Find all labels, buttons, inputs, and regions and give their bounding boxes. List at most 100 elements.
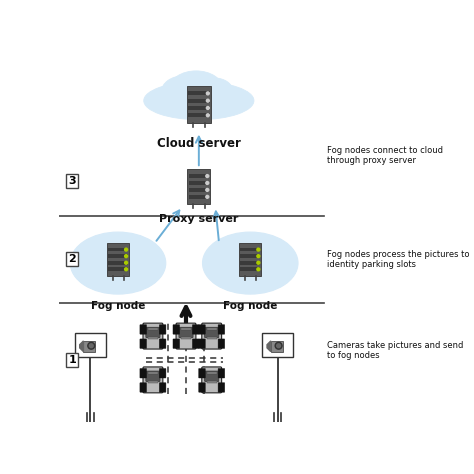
FancyBboxPatch shape [262, 333, 293, 357]
Circle shape [206, 189, 209, 191]
FancyBboxPatch shape [189, 195, 209, 199]
FancyBboxPatch shape [173, 339, 180, 348]
Ellipse shape [161, 76, 205, 108]
Circle shape [257, 248, 260, 251]
Circle shape [206, 195, 209, 198]
FancyBboxPatch shape [188, 113, 210, 118]
FancyBboxPatch shape [108, 267, 128, 271]
FancyBboxPatch shape [140, 339, 146, 348]
FancyBboxPatch shape [189, 188, 209, 192]
FancyBboxPatch shape [108, 255, 128, 258]
Circle shape [206, 114, 210, 117]
Text: Fog nodes connect to cloud
through proxy server: Fog nodes connect to cloud through proxy… [328, 146, 443, 165]
FancyBboxPatch shape [202, 323, 222, 349]
Circle shape [125, 268, 128, 271]
FancyBboxPatch shape [192, 325, 199, 334]
FancyBboxPatch shape [181, 337, 191, 339]
Circle shape [206, 99, 210, 102]
Circle shape [206, 92, 210, 95]
Circle shape [277, 344, 281, 347]
FancyBboxPatch shape [143, 367, 163, 393]
Ellipse shape [204, 87, 235, 111]
Circle shape [125, 248, 128, 251]
Polygon shape [80, 341, 83, 352]
FancyBboxPatch shape [108, 248, 128, 251]
FancyBboxPatch shape [187, 86, 211, 123]
Text: 2: 2 [68, 255, 76, 264]
FancyBboxPatch shape [159, 383, 166, 392]
Polygon shape [267, 341, 271, 352]
FancyBboxPatch shape [83, 341, 95, 352]
FancyBboxPatch shape [218, 339, 225, 348]
FancyBboxPatch shape [218, 383, 225, 392]
FancyBboxPatch shape [140, 368, 146, 378]
Ellipse shape [70, 232, 166, 294]
Text: Cameras take pictures and send
to fog nodes: Cameras take pictures and send to fog no… [328, 341, 464, 360]
FancyBboxPatch shape [271, 341, 283, 352]
FancyBboxPatch shape [159, 339, 166, 348]
FancyBboxPatch shape [207, 337, 217, 339]
Circle shape [125, 261, 128, 264]
Circle shape [88, 342, 95, 349]
Ellipse shape [170, 71, 222, 106]
FancyBboxPatch shape [199, 383, 205, 392]
FancyBboxPatch shape [207, 381, 217, 383]
Text: Cloud server: Cloud server [157, 137, 241, 150]
FancyBboxPatch shape [140, 383, 146, 392]
Circle shape [125, 255, 128, 258]
Text: Fog node: Fog node [91, 301, 145, 311]
Text: 1: 1 [68, 355, 76, 365]
Text: Fog nodes process the pictures to
identity parking slots: Fog nodes process the pictures to identi… [328, 250, 470, 269]
FancyBboxPatch shape [202, 367, 222, 393]
FancyBboxPatch shape [159, 368, 166, 378]
Ellipse shape [202, 232, 298, 294]
FancyBboxPatch shape [239, 243, 261, 276]
FancyBboxPatch shape [207, 372, 217, 374]
FancyBboxPatch shape [240, 248, 260, 251]
Text: 3: 3 [68, 176, 76, 186]
Text: Proxy server: Proxy server [159, 214, 238, 224]
FancyBboxPatch shape [205, 327, 219, 337]
FancyBboxPatch shape [173, 325, 180, 334]
FancyBboxPatch shape [159, 325, 166, 334]
FancyBboxPatch shape [107, 243, 129, 276]
FancyBboxPatch shape [148, 328, 158, 330]
Circle shape [275, 342, 282, 349]
FancyBboxPatch shape [207, 328, 217, 330]
FancyBboxPatch shape [146, 327, 160, 337]
FancyBboxPatch shape [199, 339, 205, 348]
FancyBboxPatch shape [205, 371, 219, 382]
Circle shape [257, 261, 260, 264]
FancyBboxPatch shape [189, 174, 209, 178]
FancyBboxPatch shape [148, 381, 158, 383]
FancyBboxPatch shape [148, 372, 158, 374]
FancyBboxPatch shape [148, 337, 158, 339]
FancyBboxPatch shape [140, 325, 146, 334]
FancyBboxPatch shape [187, 169, 210, 204]
FancyBboxPatch shape [240, 267, 260, 271]
FancyBboxPatch shape [199, 368, 205, 378]
FancyBboxPatch shape [188, 91, 210, 95]
Ellipse shape [195, 78, 234, 107]
Circle shape [206, 107, 210, 109]
FancyBboxPatch shape [179, 327, 193, 337]
Ellipse shape [164, 87, 191, 110]
FancyBboxPatch shape [75, 333, 106, 357]
Circle shape [206, 182, 209, 184]
FancyBboxPatch shape [188, 99, 210, 103]
FancyBboxPatch shape [240, 261, 260, 264]
Text: Fog node: Fog node [223, 301, 277, 311]
Circle shape [89, 344, 93, 347]
FancyBboxPatch shape [176, 323, 196, 349]
FancyBboxPatch shape [218, 325, 225, 334]
FancyBboxPatch shape [240, 255, 260, 258]
FancyBboxPatch shape [108, 261, 128, 264]
FancyBboxPatch shape [188, 106, 210, 110]
FancyBboxPatch shape [199, 325, 205, 334]
FancyBboxPatch shape [181, 328, 191, 330]
FancyBboxPatch shape [192, 339, 199, 348]
Circle shape [206, 174, 209, 177]
Ellipse shape [144, 82, 254, 119]
FancyBboxPatch shape [218, 368, 225, 378]
Circle shape [257, 268, 260, 271]
